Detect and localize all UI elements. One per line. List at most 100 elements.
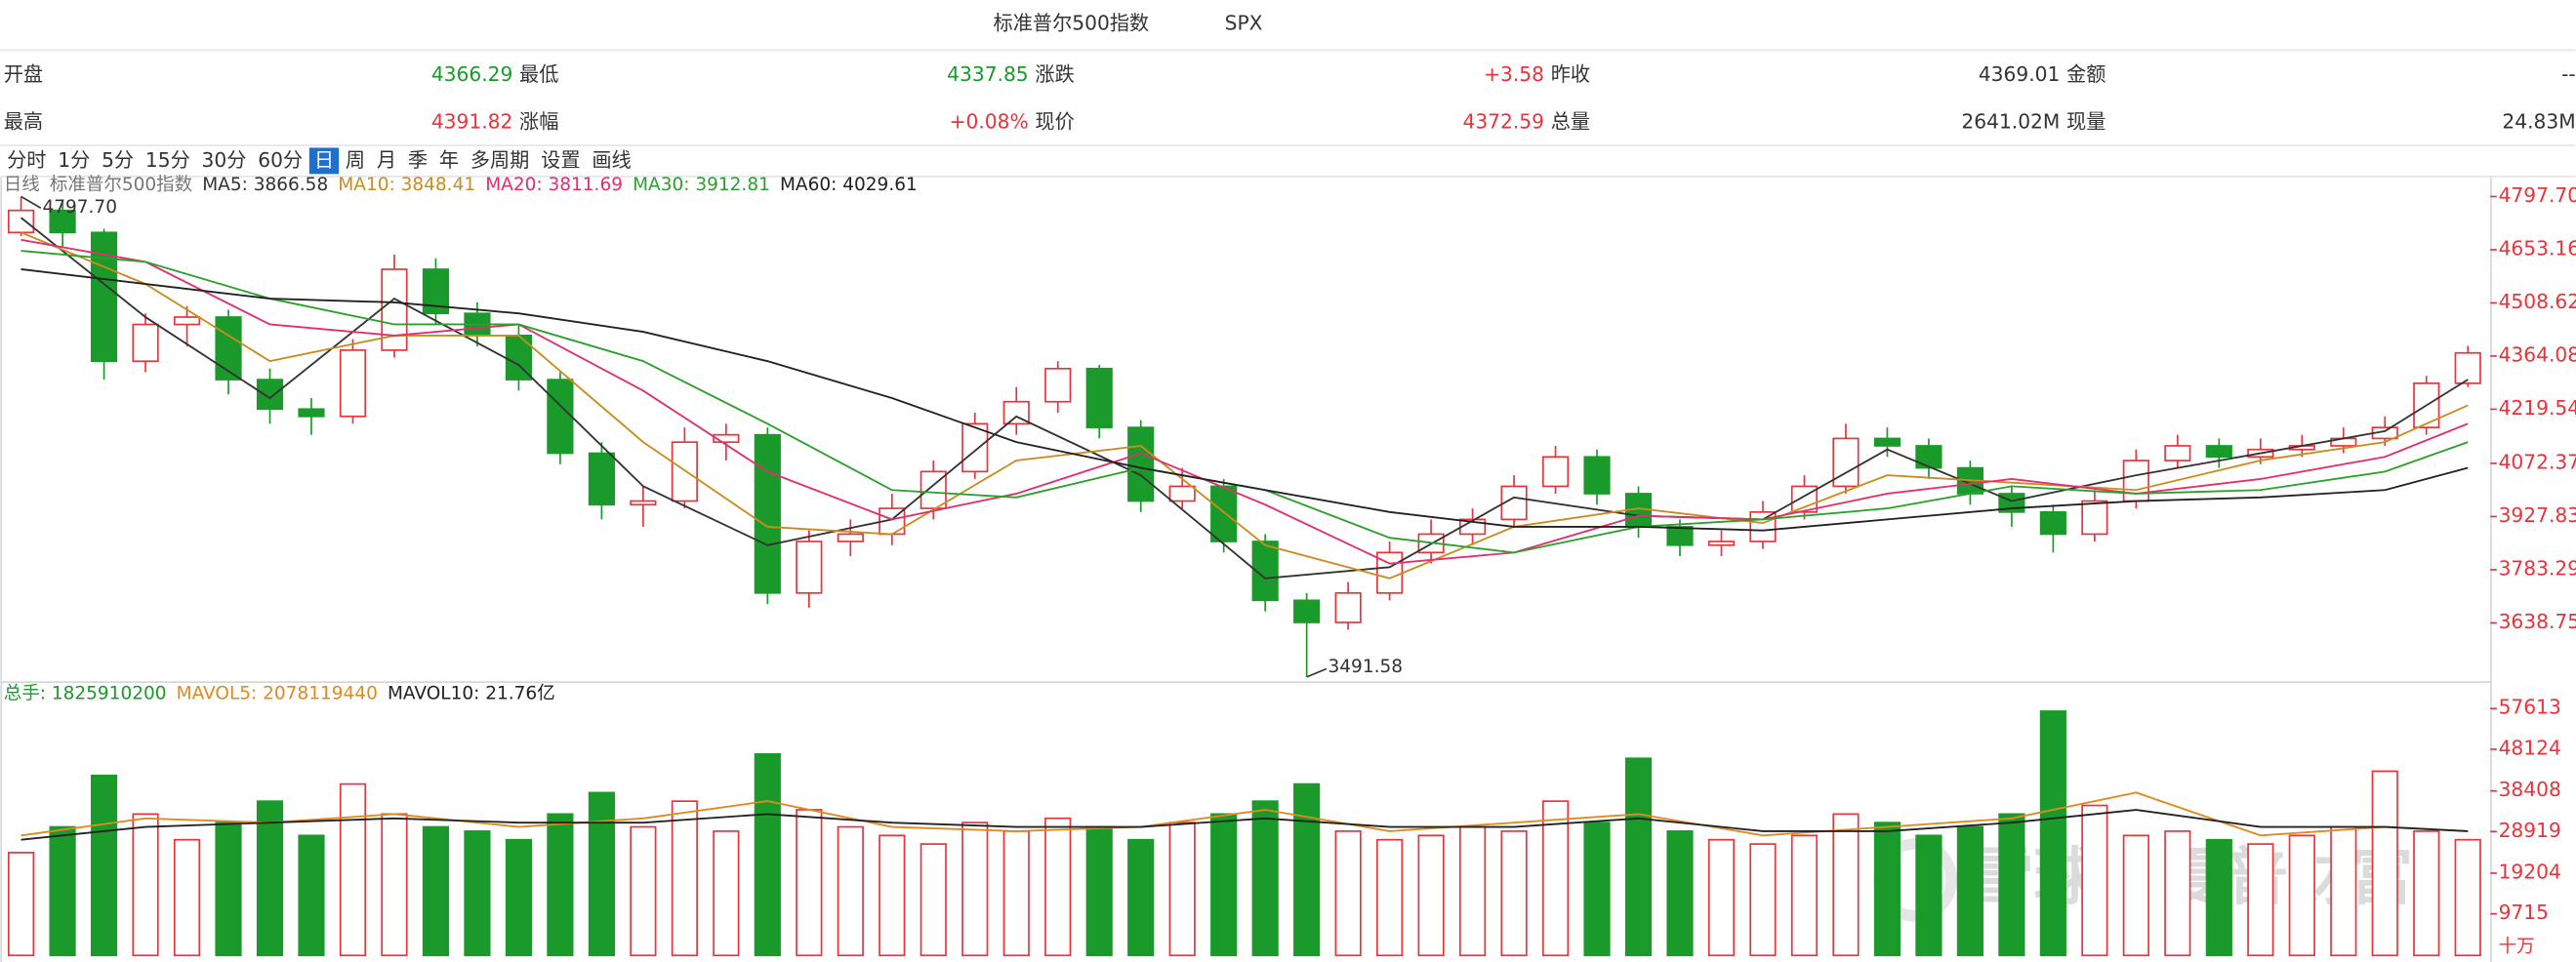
candle-body (754, 433, 781, 594)
toolbar-button[interactable] (587, 147, 636, 175)
volume-bar (671, 800, 698, 957)
volume-bar (1583, 822, 1611, 957)
candle-body (1873, 437, 1901, 447)
candle-body (132, 323, 159, 363)
volume-bar (215, 822, 242, 957)
toolbar-button[interactable] (308, 147, 340, 175)
toolbar-label[interactable]: 60分 (258, 148, 303, 172)
volume-bar (1998, 813, 2025, 957)
ma-line (20, 809, 2469, 841)
volume-bar (2454, 838, 2481, 957)
volume-bar (588, 791, 615, 957)
volume-bar (1873, 822, 1901, 957)
volume-bar (2039, 710, 2066, 957)
y-tick-label: 57613 (2499, 696, 2561, 719)
candle-body (2205, 445, 2232, 459)
y-tick-label: 28919 (2499, 819, 2561, 842)
quote-label: 涨跌 (1035, 62, 1074, 86)
annotation-leader (1306, 667, 1328, 678)
legend-entry: 总手: 1825910200 (4, 684, 167, 704)
quote-value: 4372.59 (1463, 110, 1544, 134)
volume-bar (2330, 825, 2357, 957)
volume-bar (1210, 813, 1238, 957)
volume-bar (920, 843, 947, 957)
candle-body (1749, 510, 1777, 542)
y-tick-label: 4219.54 (2499, 396, 2576, 420)
ma-line (20, 268, 2469, 532)
toolbar-button[interactable] (433, 147, 465, 175)
quote-value: 4391.82 (431, 110, 512, 134)
title: 标准普尔500指数 (994, 12, 1150, 35)
toolbar-button[interactable] (2, 147, 52, 175)
quote-label: 总量 (1551, 110, 1590, 134)
quote-value: -- (2561, 62, 2576, 86)
toolbar-button[interactable] (140, 147, 195, 175)
volume-bar (464, 830, 491, 957)
volume-bar (879, 834, 906, 957)
toolbar-label[interactable]: 分时 (7, 148, 46, 172)
y-tick-label: 4797.70 (2499, 183, 2576, 207)
toolbar-button[interactable] (465, 147, 535, 175)
candle-body (173, 316, 201, 326)
legend-entry: 标准普尔500指数 (50, 175, 192, 195)
toolbar-button[interactable] (53, 147, 96, 175)
candle-body (1832, 437, 1860, 488)
volume-bar (2122, 834, 2149, 957)
volume-bar (1417, 834, 1445, 957)
legend-entry: 日线 (4, 175, 40, 195)
candle-body (630, 500, 657, 506)
candle-body (1085, 367, 1113, 428)
toolbar-label[interactable]: 周 (346, 148, 365, 172)
candle-body (1210, 485, 1238, 542)
quote-value: 2641.02M (1961, 110, 2060, 134)
toolbar-button[interactable] (253, 147, 308, 175)
toolbar-button[interactable] (97, 147, 140, 175)
toolbar-button[interactable] (340, 147, 371, 175)
volume-bar (1749, 843, 1777, 957)
toolbar-button[interactable] (371, 147, 402, 175)
volume-bar (132, 813, 159, 957)
volume-bar (630, 825, 657, 957)
volume-bar (1832, 813, 1860, 957)
toolbar-label[interactable]: 多周期 (470, 148, 530, 172)
quote-label: 最低 (519, 62, 558, 86)
toolbar-label[interactable]: 30分 (202, 148, 247, 172)
toolbar-label[interactable]: 画线 (592, 148, 631, 172)
candle-body (671, 441, 698, 502)
candle-body (1002, 400, 1030, 425)
candle-body (796, 541, 823, 594)
candle-body (2454, 351, 2481, 384)
candle-body (215, 316, 242, 381)
quote-label: 开盘 (4, 62, 43, 86)
candle-body (298, 408, 325, 418)
toolbar-button[interactable] (196, 147, 252, 175)
y-tick-label: 3783.29 (2499, 556, 2576, 580)
volume-bar (8, 852, 35, 957)
toolbar-label[interactable]: 5分 (102, 148, 134, 172)
toolbar-label[interactable]: 季 (408, 148, 428, 172)
y-tick-label: 3638.75 (2499, 610, 2576, 633)
toolbar-button[interactable] (402, 147, 433, 175)
quote-label: 金额 (2066, 62, 2106, 86)
ma-line (20, 217, 2469, 580)
volume-bar (1956, 825, 1983, 957)
toolbar-button[interactable] (536, 147, 586, 175)
legend-entry: MA5: 3866.58 (202, 175, 328, 195)
volume-bar (1002, 830, 1030, 957)
candle-body (1334, 591, 1362, 623)
candle-body (2081, 500, 2108, 536)
toolbar-label[interactable]: 设置 (541, 148, 580, 172)
toolbar-label[interactable]: 年 (439, 148, 459, 172)
volume-bar (1624, 757, 1653, 957)
toolbar-label[interactable]: 15分 (145, 148, 190, 172)
volume-bar (837, 825, 864, 957)
volume-bar (1127, 838, 1155, 957)
volume-bar (173, 838, 201, 957)
ma-line (20, 791, 2469, 837)
toolbar-label[interactable]: 日 (314, 148, 334, 172)
volume-bar (796, 809, 823, 957)
toolbar-label[interactable]: 月 (377, 148, 396, 172)
toolbar-label[interactable]: 1分 (58, 148, 90, 172)
volume-bar (1915, 834, 1942, 957)
volume-bar (1541, 800, 1570, 957)
